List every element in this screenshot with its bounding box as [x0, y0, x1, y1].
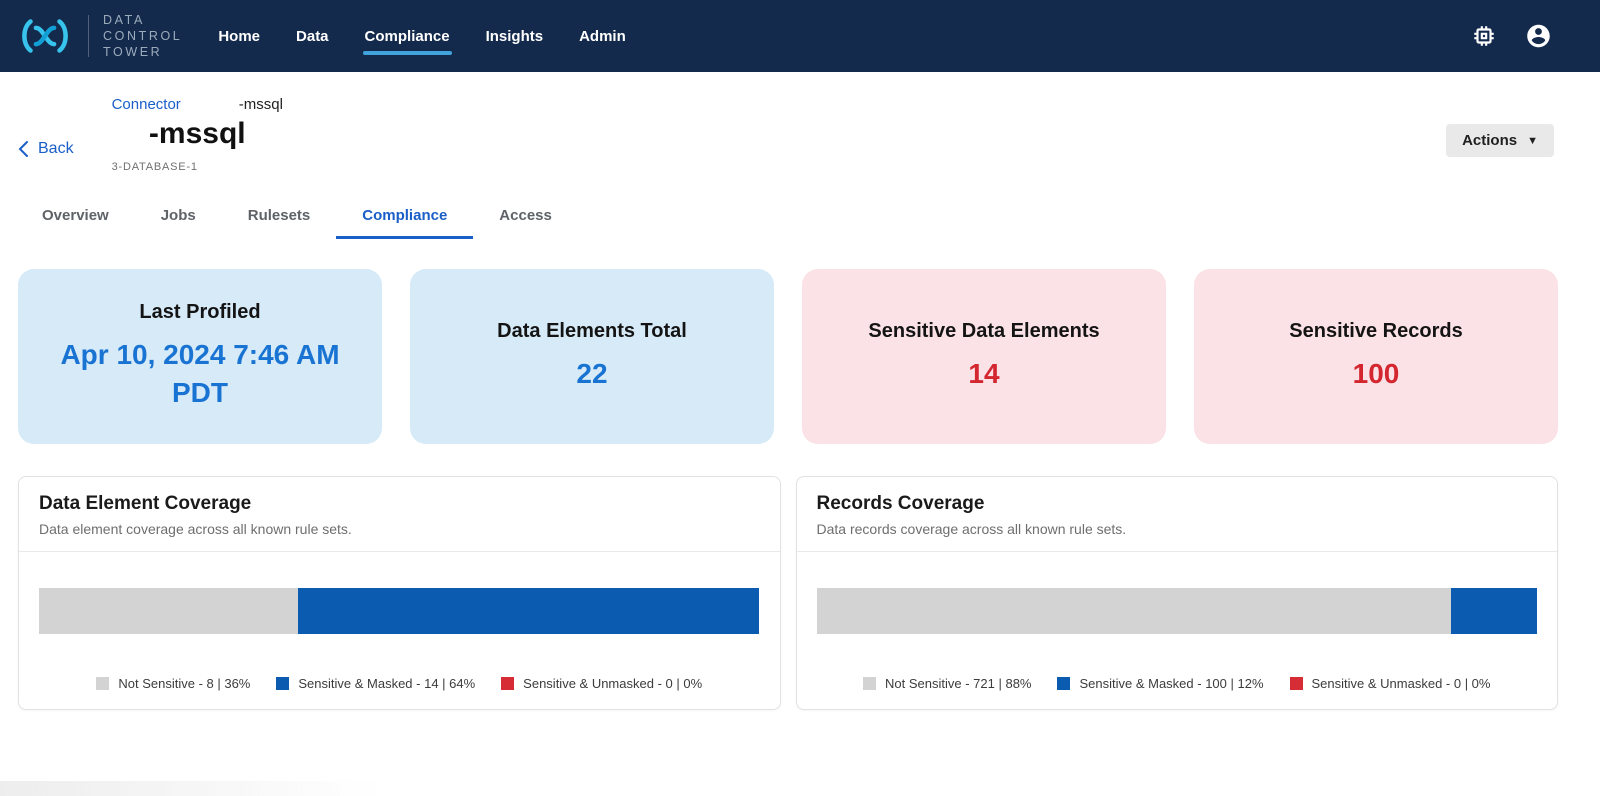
- records-coverage-panel: Records Coverage Data records coverage a…: [795, 476, 1558, 710]
- actions-button[interactable]: Actions ▼: [1446, 124, 1554, 157]
- brand[interactable]: DATA CONTROL TOWER: [16, 12, 182, 61]
- coverage-panels: Data Element Coverage Data element cover…: [0, 444, 1600, 710]
- account-avatar-icon[interactable]: [1525, 23, 1552, 50]
- stat-title: Data Elements Total: [497, 320, 687, 343]
- nav-item-label: Data: [296, 27, 329, 45]
- legend-label: Sensitive & Unmasked - 0 | 0%: [1311, 676, 1491, 691]
- divider: [796, 551, 1557, 552]
- brand-wordmark: DATA CONTROL TOWER: [103, 12, 182, 61]
- legend-swatch-red: [1289, 677, 1303, 690]
- bar-segment-not-sensitive: [816, 588, 1451, 634]
- page-title: -mssql: [148, 117, 246, 150]
- nav-item-label: Insights: [485, 27, 544, 45]
- breadcrumb-current: -mssql: [238, 96, 283, 113]
- brand-divider: [88, 15, 89, 57]
- nav-item-admin[interactable]: Admin: [579, 20, 626, 53]
- legend-label: Sensitive & Masked - 100 | 12%: [1079, 676, 1264, 691]
- panel-header: Records Coverage Data records coverage a…: [797, 477, 1558, 551]
- nav-active-underline: [362, 50, 452, 55]
- panel-title: Records Coverage: [816, 493, 985, 514]
- panel-subtitle: Data element coverage across all known r…: [39, 521, 352, 537]
- legend-swatch-gray: [863, 677, 877, 690]
- brand-line: CONTROL: [103, 28, 183, 43]
- detail-tabs: Overview Jobs Rulesets Compliance Access: [0, 173, 1600, 239]
- legend-item: Sensitive & Masked - 100 | 12%: [1057, 676, 1264, 691]
- stat-value: 22: [576, 358, 608, 390]
- card-data-elements-total: Data Elements Total 22: [410, 269, 774, 444]
- stat-title: Sensitive Data Elements: [868, 320, 1100, 343]
- primary-nav: Home Data Compliance Insights Admin: [218, 20, 626, 55]
- top-navbar: DATA CONTROL TOWER Home Data Compliance …: [0, 0, 1600, 72]
- legend-item: Sensitive & Unmasked - 0 | 0%: [1289, 676, 1491, 691]
- caret-down-icon: ▼: [1527, 134, 1538, 147]
- legend-label: Sensitive & Masked - 14 | 64%: [298, 676, 476, 691]
- legend-item: Sensitive & Masked - 14 | 64%: [276, 676, 475, 691]
- bar-segment-sensitive-masked: [1450, 588, 1537, 634]
- actions-button-label: Actions: [1462, 132, 1518, 149]
- breadcrumb-connector-link[interactable]: Connector: [111, 96, 181, 113]
- legend-swatch-gray: [96, 677, 110, 690]
- legend-swatch-red: [501, 677, 515, 690]
- brand-line: DATA: [103, 12, 145, 27]
- chip-settings-icon[interactable]: [1470, 23, 1497, 50]
- breadcrumb: Connector -mssql: [112, 96, 283, 113]
- legend-label: Not Sensitive - 8 | 36%: [118, 676, 251, 691]
- bar-segment-not-sensitive: [39, 588, 299, 634]
- brand-line: TOWER: [103, 45, 163, 60]
- nav-item-home[interactable]: Home: [218, 20, 260, 53]
- legend-item: Not Sensitive - 721 | 88%: [863, 676, 1031, 691]
- stat-value: 100: [1352, 358, 1400, 390]
- stat-title: Last Profiled: [139, 301, 261, 324]
- tab-overview[interactable]: Overview: [42, 207, 109, 224]
- bar-segment-sensitive-masked: [298, 588, 760, 634]
- legend-swatch-blue: [276, 677, 290, 690]
- main-content: Back Connector -mssql -mssql 3-DATABASE-…: [0, 72, 1600, 710]
- data-element-coverage-panel: Data Element Coverage Data element cover…: [18, 476, 781, 710]
- page-header: Back Connector -mssql -mssql 3-DATABASE-…: [0, 72, 1600, 173]
- database-id-label: 3-DATABASE-1: [111, 161, 198, 173]
- legend-item: Not Sensitive - 8 | 36%: [96, 676, 250, 691]
- panel-subtitle: Data records coverage across all known r…: [816, 521, 1127, 537]
- nav-item-compliance[interactable]: Compliance: [362, 20, 452, 55]
- title-block: Connector -mssql -mssql 3-DATABASE-1: [112, 96, 283, 173]
- nav-item-label: Compliance: [364, 27, 450, 45]
- scrolled-content-shadow: [0, 781, 380, 796]
- chevron-left-icon: [18, 141, 28, 157]
- divider: [19, 551, 780, 552]
- legend-item: Sensitive & Unmasked - 0 | 0%: [501, 676, 702, 691]
- nav-item-data[interactable]: Data: [296, 20, 329, 53]
- tab-rulesets[interactable]: Rulesets: [247, 207, 311, 224]
- stat-value: Apr 10, 2024 7:46 AM PDT: [60, 339, 340, 408]
- card-sensitive-records: Sensitive Records 100: [1194, 269, 1558, 444]
- legend-label: Sensitive & Unmasked - 0 | 0%: [523, 676, 703, 691]
- panel-body: Not Sensitive - 721 | 88% Sensitive & Ma…: [797, 552, 1558, 709]
- legend-swatch-blue: [1057, 677, 1071, 690]
- stat-card-row: Last Profiled Apr 10, 2024 7:46 AM PDT D…: [0, 239, 1600, 444]
- panel-header: Data Element Coverage Data element cover…: [19, 477, 780, 551]
- back-link[interactable]: Back: [18, 140, 74, 158]
- legend-label: Not Sensitive - 721 | 88%: [885, 676, 1032, 691]
- card-sensitive-data-elements: Sensitive Data Elements 14: [802, 269, 1166, 444]
- stat-value: 14: [968, 358, 1000, 390]
- tab-access[interactable]: Access: [499, 207, 552, 224]
- delphix-logo-icon: [22, 19, 68, 53]
- nav-item-label: Home: [218, 27, 261, 45]
- panel-title: Data Element Coverage: [39, 493, 252, 514]
- navbar-right: [1470, 23, 1552, 50]
- stacked-coverage-bar: [816, 588, 1538, 634]
- nav-item-label: Admin: [579, 27, 626, 45]
- nav-item-insights[interactable]: Insights: [486, 20, 544, 53]
- card-last-profiled: Last Profiled Apr 10, 2024 7:46 AM PDT: [18, 269, 382, 444]
- tab-compliance[interactable]: Compliance: [336, 195, 474, 239]
- stat-title: Sensitive Records: [1289, 320, 1463, 343]
- chart-legend: Not Sensitive - 721 | 88% Sensitive & Ma…: [817, 676, 1538, 691]
- chart-legend: Not Sensitive - 8 | 36% Sensitive & Mask…: [39, 676, 760, 691]
- back-label: Back: [38, 140, 74, 157]
- panel-body: Not Sensitive - 8 | 36% Sensitive & Mask…: [19, 552, 780, 709]
- tab-jobs[interactable]: Jobs: [160, 207, 196, 224]
- stacked-coverage-bar: [39, 588, 760, 634]
